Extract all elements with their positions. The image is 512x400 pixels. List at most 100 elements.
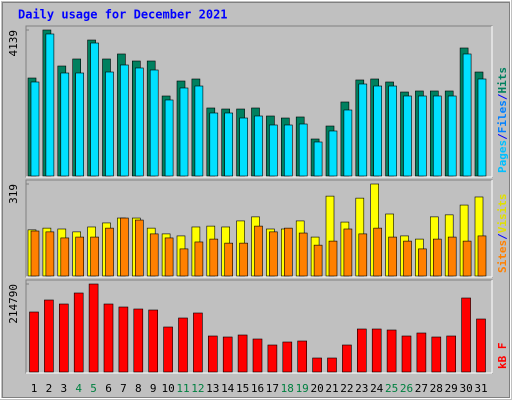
- legend: kB F: [496, 343, 509, 370]
- x-tick-label: 27: [415, 382, 428, 395]
- bar: [462, 53, 472, 177]
- x-tick-label: 3: [60, 382, 67, 395]
- bar: [447, 95, 457, 177]
- bar: [342, 344, 352, 373]
- bar: [371, 328, 382, 373]
- bar: [358, 233, 368, 277]
- bar: [194, 85, 204, 177]
- x-tick-label: 20: [310, 382, 323, 395]
- bar: [461, 297, 471, 373]
- bar: [164, 237, 174, 277]
- bar: [148, 309, 158, 373]
- bar: [194, 241, 204, 277]
- bar: [343, 228, 353, 277]
- bar: [283, 227, 293, 277]
- x-tick-label: 21: [325, 382, 338, 395]
- bar: [30, 81, 40, 177]
- bar: [328, 130, 338, 177]
- bar: [90, 236, 99, 277]
- x-tick-label: 19: [296, 382, 309, 395]
- x-tick-label: 26: [400, 382, 413, 395]
- bar: [90, 42, 99, 177]
- bar: [103, 303, 114, 373]
- x-tick-label: 28: [430, 382, 443, 395]
- bar: [254, 225, 263, 277]
- x-tick-label: 1: [31, 382, 38, 395]
- x-tick-label: 12: [191, 382, 204, 395]
- bar: [120, 217, 129, 277]
- bar: [149, 233, 159, 277]
- bar: [178, 317, 188, 373]
- y-tick-label: 319: [7, 184, 20, 204]
- legend-entry: Pages: [496, 140, 509, 173]
- bar: [388, 85, 397, 177]
- legend-entry: /: [496, 233, 509, 240]
- x-tick-label: 6: [105, 382, 112, 395]
- x-tick-label: 16: [251, 382, 264, 395]
- bar: [476, 318, 486, 373]
- bar: [239, 117, 248, 177]
- bar: [75, 72, 84, 177]
- x-tick-label: 10: [161, 382, 174, 395]
- bar: [237, 334, 248, 373]
- bar: [343, 109, 353, 177]
- bar: [60, 237, 70, 277]
- x-tick-label: 31: [474, 382, 487, 395]
- bar: [224, 242, 233, 277]
- bar: [45, 33, 55, 177]
- bar: [432, 238, 442, 277]
- bar: [401, 335, 412, 373]
- legend: Sites/Visits: [496, 194, 509, 274]
- x-tick-label: 15: [236, 382, 249, 395]
- bar: [252, 338, 263, 373]
- bar: [447, 236, 457, 277]
- bar: [29, 311, 39, 373]
- legend: Pages/Files/Hits: [496, 67, 509, 173]
- legend-entry: Hits: [496, 67, 509, 94]
- bar: [179, 87, 189, 177]
- bar: [462, 240, 472, 277]
- bar: [403, 240, 412, 277]
- bar: [135, 67, 144, 177]
- x-tick-label: 7: [120, 382, 127, 395]
- x-tick-label: 22: [340, 382, 353, 395]
- bar: [298, 232, 308, 277]
- bar: [388, 236, 397, 277]
- bar: [44, 299, 54, 373]
- x-tick-label: 9: [150, 382, 157, 395]
- bar: [164, 99, 174, 177]
- bar: [105, 227, 114, 277]
- bar: [58, 303, 69, 373]
- bar: [297, 340, 308, 373]
- x-tick-label: 18: [281, 382, 294, 395]
- legend-entry: Sites: [496, 240, 509, 273]
- bar: [313, 141, 323, 177]
- bar: [373, 227, 383, 277]
- bar: [403, 95, 412, 177]
- chart-title: Daily usage for December 2021: [18, 8, 228, 22]
- x-tick-label: 13: [206, 382, 219, 395]
- bar: [446, 335, 457, 373]
- x-tick-label: 2: [46, 382, 53, 395]
- bar: [373, 85, 383, 177]
- bar: [327, 357, 337, 373]
- x-tick-label: 14: [221, 382, 235, 395]
- x-tick-label: 5: [90, 382, 97, 395]
- bar: [45, 231, 55, 277]
- bar: [477, 78, 487, 177]
- legend-entry: Visits: [496, 194, 509, 234]
- bar: [118, 306, 129, 373]
- bar: [30, 230, 40, 277]
- x-tick-label: 4: [75, 382, 82, 395]
- x-tick-label: 25: [385, 382, 398, 395]
- bar: [269, 231, 278, 277]
- bar: [120, 64, 129, 177]
- bar: [222, 336, 233, 373]
- x-tick-label: 11: [176, 382, 189, 395]
- bar: [431, 336, 442, 373]
- bar: [163, 326, 173, 373]
- x-tick-label: 29: [445, 382, 458, 395]
- bar: [328, 240, 338, 277]
